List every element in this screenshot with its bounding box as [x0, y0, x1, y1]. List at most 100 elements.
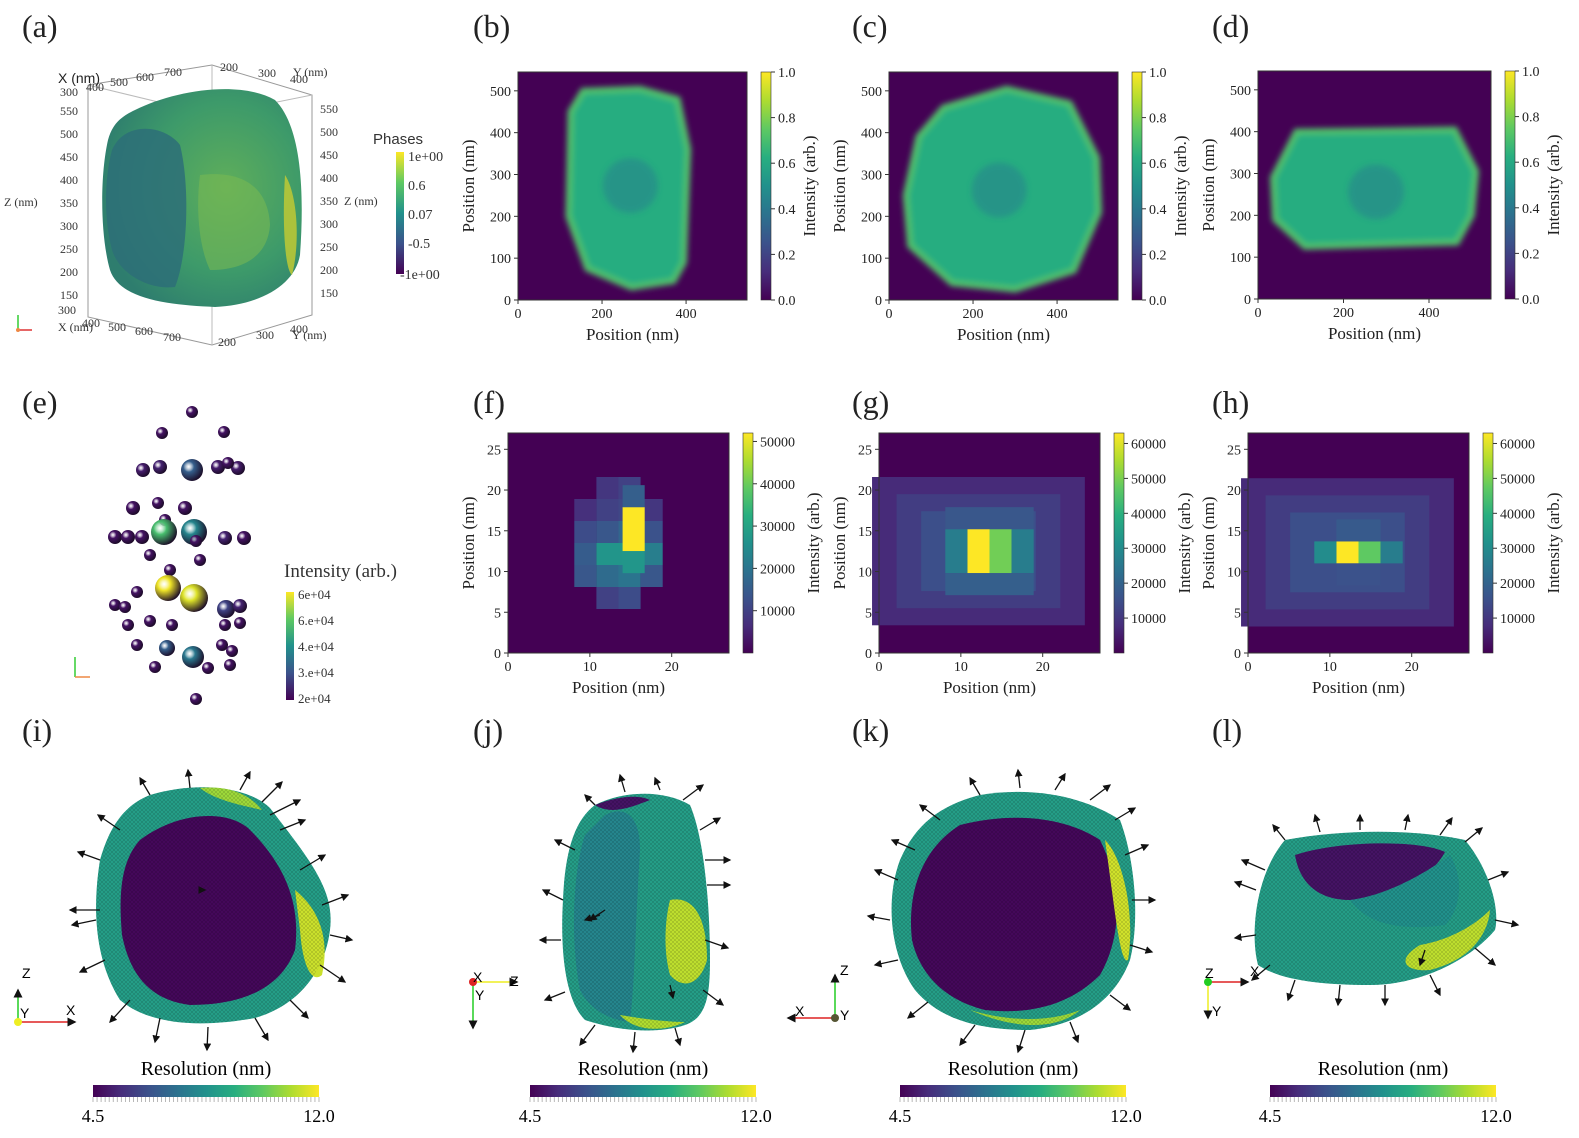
psf-cell	[640, 565, 663, 587]
psf-cell	[574, 543, 597, 565]
resolution-colorbar	[530, 1085, 756, 1097]
projection-core	[602, 158, 658, 213]
y-tick-label: 200	[490, 210, 511, 225]
colorbar-tick-label: 0.8	[1522, 111, 1540, 126]
psf-cell	[574, 521, 597, 543]
chart-f-psf-heatmap: 0 10 20 0 5 10 15 20 25 Position (nm) Position (nm…	[459, 432, 823, 697]
colorbar-tick-label: 0.2	[1149, 248, 1167, 263]
panel-label-a: (a)	[22, 8, 58, 44]
psf-cell	[596, 477, 619, 499]
x-tick-label: 200	[963, 307, 984, 322]
normal-arrow	[70, 919, 97, 928]
psf-peak-cell	[1380, 541, 1403, 564]
colorbar	[1131, 71, 1143, 301]
a-left-z-tick-250: 250	[60, 242, 78, 256]
x-tick-label: 10	[1323, 660, 1337, 675]
resolution-colorbar	[1270, 1085, 1496, 1097]
sphere	[131, 586, 143, 598]
normal-arrow	[319, 964, 347, 983]
plot-frame	[1257, 70, 1492, 300]
x-tick-label: 20	[1405, 660, 1419, 675]
crystal-light-facet	[198, 174, 270, 270]
normal-arrow	[1334, 984, 1343, 1007]
psf-cell	[640, 499, 663, 521]
normal-arrow	[584, 794, 596, 806]
colorbar-tick-label: 60000	[1131, 437, 1166, 452]
a-left-z-tick-350: 350	[60, 196, 78, 210]
colorbar-tick-label: 0.6	[1522, 156, 1540, 171]
panel-i-resolution-surface: Z X Y Resolution (nm) 4.5 12.0	[13, 768, 354, 1126]
normal-arrow	[906, 1001, 929, 1019]
sphere	[182, 646, 204, 668]
resolution-colorbar-title: Resolution (nm)	[948, 1058, 1079, 1080]
y-tick-label: 0	[494, 647, 501, 662]
a-top-x-tick-700: 700	[164, 65, 182, 79]
normal-arrow	[1313, 813, 1321, 833]
y-tick-label: 0	[504, 294, 511, 309]
psf-cell	[596, 499, 619, 521]
colorbar-tick-label: 30000	[1500, 542, 1535, 557]
normal-arrow	[918, 804, 941, 821]
triad-axis-label: X	[66, 1002, 76, 1018]
chart-h-psf-heatmap: 0 10 20 0 5 10 15 20 25 Position (nm) Position (nm…	[1199, 432, 1563, 697]
y-tick-label: 0	[1234, 647, 1241, 662]
colorbar	[1504, 70, 1516, 300]
resolution-colorbar	[93, 1085, 319, 1097]
normal-arrow	[959, 1024, 976, 1047]
normal-arrow	[873, 869, 899, 881]
resolution-colorbar-max: 12.0	[1480, 1106, 1512, 1126]
psf-cell	[596, 543, 619, 565]
y-tick-label: 10	[487, 566, 501, 581]
colorbar-tick-label: 0.6	[778, 157, 796, 172]
e-orientation-triad-icon	[74, 657, 90, 678]
panel-label-e: (e)	[22, 384, 58, 420]
psf-peak-cell	[1336, 541, 1359, 564]
a-legend-colorbar	[396, 152, 404, 274]
sphere	[217, 600, 235, 618]
y-tick-label: 300	[490, 168, 511, 183]
a-bottom-y-label: Y (nm)	[292, 328, 327, 342]
y-tick-label: 5	[1234, 606, 1241, 621]
y-tick-label: 100	[861, 252, 882, 267]
sphere	[131, 639, 143, 651]
y-tick-label: 100	[490, 252, 511, 267]
e-legend-tick-6e4: 6.e+04	[298, 613, 334, 628]
normal-arrow	[629, 1031, 638, 1054]
x-tick-label: 400	[1047, 307, 1068, 322]
colorbar-tick-label: 0.0	[1522, 293, 1540, 308]
colorbar-tick-label: 20000	[1131, 577, 1166, 592]
triad-axis-label: Y	[20, 1005, 30, 1021]
a-top-y-tick-400: 400	[290, 72, 308, 86]
y-tick-label: 0	[875, 294, 882, 309]
sphere	[156, 427, 168, 439]
a-orientation-triad-icon	[16, 315, 32, 332]
normal-arrow	[702, 989, 725, 1006]
y-tick-label: 25	[1227, 443, 1241, 458]
psf-cell	[574, 565, 597, 587]
normal-arrow	[139, 776, 151, 796]
a-left-z-tick-500: 500	[60, 127, 78, 141]
sphere	[153, 460, 167, 474]
a-legend-tick-neg0.5: -0.5	[408, 237, 430, 252]
panel-e-sphere-intensity-render: Intensity (arb.) 6e+04 6.e+04 4.e+04 3.e…	[74, 406, 397, 706]
resolution-colorbar-min: 4.5	[519, 1106, 542, 1126]
colorbar-tick-label: 0.0	[1149, 294, 1167, 309]
panel-label-k: (k)	[852, 712, 890, 748]
a-legend-title: Phases	[373, 131, 423, 148]
normal-arrow	[1016, 1029, 1026, 1054]
normal-arrow	[1494, 919, 1520, 928]
panel-a-3d-phase-render: X (nm) 300 400 500 600 700 200 300 400 Y…	[4, 60, 443, 349]
colorbar	[1113, 432, 1125, 654]
y-axis-label: Position (nm)	[830, 139, 849, 232]
resolution-colorbar-min: 4.5	[889, 1106, 912, 1126]
normal-arrow	[653, 776, 662, 791]
triad-axis-label: Y	[1212, 1003, 1222, 1019]
resolution-colorbar-min: 4.5	[82, 1106, 105, 1126]
colorbar-label: Intensity (arb.)	[1544, 492, 1563, 593]
sphere	[119, 601, 131, 613]
x-axis-label: Position (nm)	[1328, 324, 1421, 343]
x-axis-label: Position (nm)	[957, 325, 1050, 344]
psf-peak-cell	[945, 507, 1034, 530]
crystal-dark-facet	[106, 128, 187, 288]
x-tick-label: 20	[665, 660, 679, 675]
